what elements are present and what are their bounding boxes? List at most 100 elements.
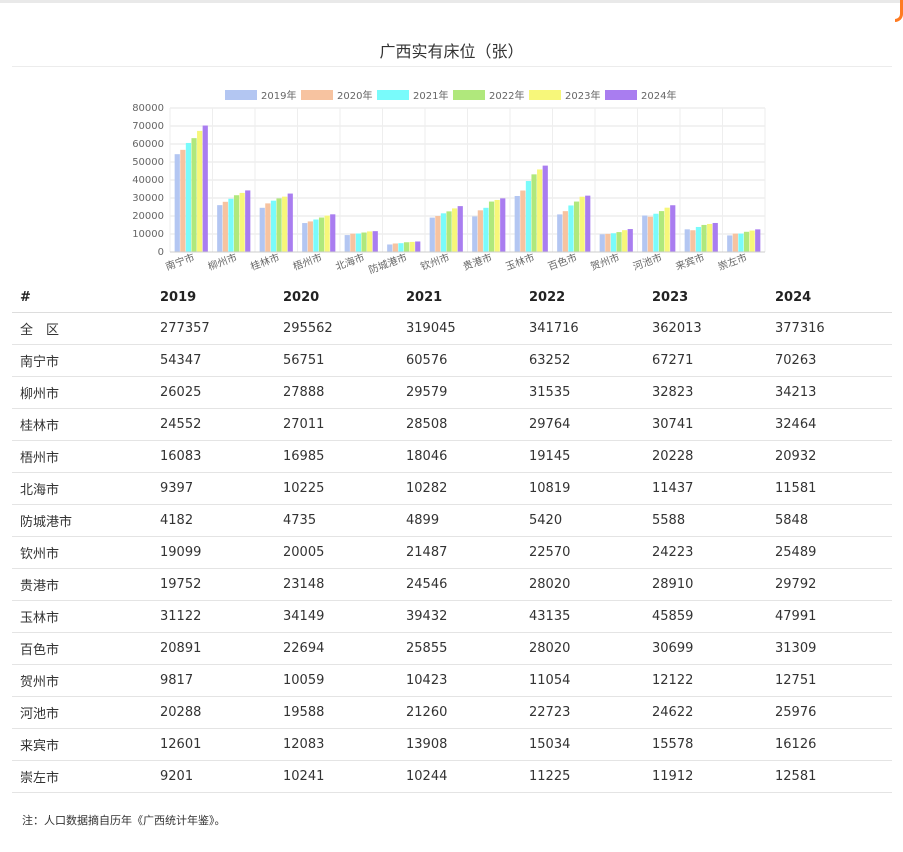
table-cell: 4899 bbox=[398, 504, 521, 537]
table-cell: 10423 bbox=[398, 664, 521, 697]
table-cell: 362013 bbox=[644, 312, 767, 345]
table-cell: 12601 bbox=[152, 728, 275, 761]
bar bbox=[670, 205, 676, 252]
bar bbox=[488, 201, 495, 252]
bar bbox=[732, 233, 738, 252]
table-row: 梧州市 16083 16985 18046 19145 20228 20932 bbox=[12, 440, 892, 473]
table-cell: 10244 bbox=[398, 760, 521, 793]
table-cell: 54347 bbox=[152, 344, 275, 377]
bar bbox=[457, 206, 463, 252]
table-cell: 319045 bbox=[398, 312, 521, 345]
bar bbox=[477, 210, 483, 252]
x-tick-label: 钦州市 bbox=[419, 251, 452, 273]
header-2024: 2024 bbox=[767, 282, 892, 313]
table-row: 北海市 9397 10225 10282 10819 11437 11581 bbox=[12, 472, 892, 505]
table-cell: 21487 bbox=[398, 536, 521, 569]
row-label: 全 区 bbox=[12, 312, 152, 345]
table-cell: 12581 bbox=[767, 760, 892, 793]
table-row: 南宁市 54347 56751 60576 63252 67271 70263 bbox=[12, 344, 892, 377]
table-cell: 20288 bbox=[152, 696, 275, 729]
bar bbox=[344, 235, 350, 252]
bar bbox=[701, 224, 707, 252]
bar bbox=[228, 198, 234, 252]
row-label: 崇左市 bbox=[12, 760, 152, 793]
row-label: 柳州市 bbox=[12, 376, 152, 409]
legend-swatch bbox=[453, 90, 485, 100]
table-cell: 60576 bbox=[398, 344, 521, 377]
table-cell: 34149 bbox=[275, 600, 398, 633]
x-tick-label: 北海市 bbox=[334, 251, 367, 273]
table-cell: 10225 bbox=[275, 472, 398, 505]
table-cell: 29792 bbox=[767, 568, 892, 601]
y-tick-label: 40000 bbox=[132, 175, 164, 186]
x-tick-label: 玉林市 bbox=[504, 251, 537, 273]
table-cell: 56751 bbox=[275, 344, 398, 377]
x-tick-label: 百色市 bbox=[546, 251, 579, 273]
table-cell: 15034 bbox=[521, 728, 644, 761]
bar bbox=[191, 138, 197, 252]
bar bbox=[435, 215, 441, 252]
header-2019: 2019 bbox=[152, 282, 275, 313]
bar bbox=[282, 196, 288, 252]
table-cell: 21260 bbox=[398, 696, 521, 729]
bar bbox=[642, 215, 648, 252]
table-cell: 24223 bbox=[644, 536, 767, 569]
row-label: 玉林市 bbox=[12, 600, 152, 633]
bar bbox=[658, 211, 665, 252]
table-row: 贵港市 19752 23148 24546 28020 28910 29792 bbox=[12, 568, 892, 601]
legend-label: 2020年 bbox=[337, 89, 372, 102]
table-cell: 25855 bbox=[398, 632, 521, 665]
bar bbox=[265, 203, 271, 252]
table-cell: 47991 bbox=[767, 600, 892, 633]
x-tick-label: 来宾市 bbox=[674, 251, 707, 273]
x-tick-label: 南宁市 bbox=[164, 251, 197, 273]
row-label: 百色市 bbox=[12, 632, 152, 665]
table-cell: 12751 bbox=[767, 664, 892, 697]
table-cell: 341716 bbox=[521, 312, 644, 345]
table-cell: 16083 bbox=[152, 440, 275, 473]
bar bbox=[446, 211, 452, 252]
table-cell: 5588 bbox=[644, 504, 767, 537]
table-cell: 4735 bbox=[275, 504, 398, 537]
y-tick-label: 50000 bbox=[132, 157, 164, 168]
table-cell: 4182 bbox=[152, 504, 275, 537]
table-cell: 11437 bbox=[644, 472, 767, 505]
table-row: 贺州市 9817 10059 10423 11054 12122 12751 bbox=[12, 664, 892, 697]
table-cell: 24546 bbox=[398, 568, 521, 601]
table-cell: 32464 bbox=[767, 408, 892, 441]
header-2022: 2022 bbox=[521, 282, 644, 313]
corner-accent bbox=[895, 0, 903, 22]
table-cell: 29579 bbox=[398, 376, 521, 409]
bar bbox=[355, 233, 362, 252]
y-tick-label: 60000 bbox=[132, 139, 164, 150]
bar bbox=[372, 231, 378, 252]
table-cell: 18046 bbox=[398, 440, 521, 473]
bar bbox=[605, 233, 611, 252]
bar bbox=[398, 243, 404, 252]
x-tick-label: 贺州市 bbox=[589, 251, 622, 273]
bar bbox=[174, 154, 180, 252]
table-cell: 377316 bbox=[767, 312, 892, 345]
table-cell: 29764 bbox=[521, 408, 644, 441]
bar bbox=[531, 174, 537, 252]
table-cell: 31122 bbox=[152, 600, 275, 633]
table-cell: 45859 bbox=[644, 600, 767, 633]
bar bbox=[627, 229, 633, 252]
legend-label: 2022年 bbox=[489, 89, 524, 102]
bar bbox=[542, 165, 548, 252]
table-cell: 22694 bbox=[275, 632, 398, 665]
bar bbox=[440, 213, 447, 252]
row-label: 北海市 bbox=[12, 472, 152, 505]
bar bbox=[557, 214, 563, 252]
table-cell: 11225 bbox=[521, 760, 644, 793]
bar bbox=[755, 229, 761, 252]
table-cell: 30699 bbox=[644, 632, 767, 665]
table-cell: 15578 bbox=[644, 728, 767, 761]
bar bbox=[664, 207, 670, 252]
bar bbox=[202, 125, 208, 252]
bar bbox=[690, 230, 696, 252]
table-cell: 31309 bbox=[767, 632, 892, 665]
table-cell: 34213 bbox=[767, 376, 892, 409]
bar bbox=[749, 230, 755, 252]
bar bbox=[452, 208, 458, 252]
